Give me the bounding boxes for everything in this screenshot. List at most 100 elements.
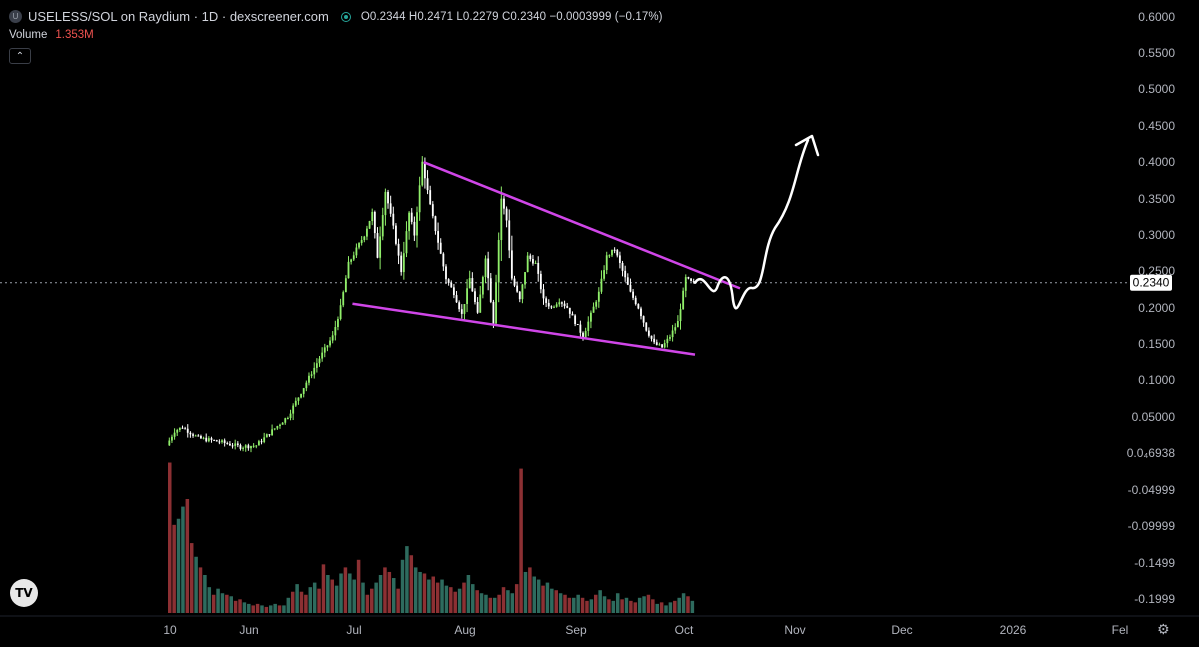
candle-body bbox=[647, 330, 650, 336]
y-axis-tick-label: 0.4000 bbox=[1138, 155, 1175, 169]
candle-body bbox=[582, 332, 584, 339]
volume-bar bbox=[282, 605, 286, 613]
volume-bar bbox=[589, 599, 594, 613]
candle-body bbox=[281, 422, 284, 425]
candle-body bbox=[434, 216, 437, 232]
volume-bar bbox=[422, 573, 427, 613]
candle-body bbox=[608, 255, 611, 257]
trendline-lower bbox=[352, 302, 696, 356]
candle-body bbox=[395, 225, 397, 244]
candle-body bbox=[471, 278, 474, 292]
volume-bar bbox=[233, 600, 238, 613]
candle-body bbox=[255, 445, 258, 447]
candle-body bbox=[173, 432, 176, 437]
x-axis-tick-label: Fel bbox=[1112, 623, 1129, 637]
y-axis-tick-label: -0.1499 bbox=[1134, 556, 1175, 570]
volume-bar bbox=[532, 576, 537, 613]
candle-body bbox=[568, 307, 571, 314]
candle-body bbox=[479, 294, 482, 313]
candle-body bbox=[513, 278, 516, 286]
volume-bar bbox=[286, 597, 291, 613]
y-axis-tick-label: 0.5000 bbox=[1138, 82, 1175, 96]
volume-bar bbox=[440, 579, 444, 613]
candle-body bbox=[202, 437, 205, 439]
candle-body bbox=[292, 405, 295, 414]
gear-icon[interactable]: ⚙ bbox=[1157, 621, 1170, 637]
candle-body bbox=[437, 231, 440, 243]
volume-bar bbox=[620, 599, 624, 613]
y-axis-tick-label: -0.04999 bbox=[1128, 483, 1176, 497]
volume-bar bbox=[343, 567, 348, 613]
candle-body bbox=[418, 185, 421, 213]
candle-body bbox=[192, 434, 194, 436]
candle-body bbox=[297, 397, 300, 401]
x-axis-tick-label: Oct bbox=[675, 623, 694, 637]
candle-body bbox=[671, 330, 674, 338]
candle-body bbox=[690, 278, 692, 282]
candle-body bbox=[455, 295, 458, 303]
candle-body bbox=[505, 208, 508, 221]
x-axis-tick-label: Jun bbox=[239, 623, 258, 637]
candle-body bbox=[231, 445, 234, 447]
candle-body bbox=[305, 382, 308, 389]
candle-body bbox=[194, 435, 197, 437]
candle-body bbox=[653, 338, 656, 343]
candle-body bbox=[576, 324, 579, 326]
candle-body bbox=[481, 277, 484, 295]
candle-body bbox=[279, 424, 281, 427]
candle-body bbox=[263, 437, 266, 443]
volume-bar bbox=[277, 605, 282, 613]
volume-bar bbox=[251, 605, 255, 613]
candle-body bbox=[584, 330, 587, 339]
volume-bar bbox=[550, 588, 554, 613]
volume-bar bbox=[514, 584, 519, 613]
candle-body bbox=[537, 262, 540, 274]
y-axis-tick-label: 0.0₄6938 bbox=[1127, 446, 1176, 460]
candle-body bbox=[268, 434, 271, 436]
candle-body bbox=[347, 261, 350, 279]
candle-body bbox=[352, 255, 355, 260]
candle-body bbox=[344, 278, 347, 293]
volume-legend: Volume 1.353M bbox=[9, 29, 94, 41]
volume-bar bbox=[686, 596, 690, 613]
volume-bar bbox=[339, 573, 343, 613]
volume-bar bbox=[488, 597, 493, 613]
candle-body bbox=[476, 301, 479, 313]
candle-body bbox=[387, 191, 389, 204]
volume-bar bbox=[576, 594, 580, 613]
volume-bar bbox=[435, 582, 440, 613]
candle-body bbox=[468, 278, 471, 289]
candle-body bbox=[373, 211, 376, 234]
volume-bar bbox=[185, 499, 190, 613]
x-axis-tick-label: Sep bbox=[565, 623, 587, 637]
candle-body bbox=[429, 190, 432, 205]
volume-bar bbox=[611, 600, 616, 613]
candle-body bbox=[458, 302, 461, 310]
candle-body bbox=[250, 446, 252, 449]
volume-bar bbox=[361, 582, 365, 613]
candle-body bbox=[408, 212, 411, 232]
volume-bar bbox=[299, 591, 304, 613]
candle-body bbox=[624, 270, 627, 278]
collapse-legend-button[interactable]: ⌃ bbox=[9, 48, 31, 64]
candle-body bbox=[547, 302, 550, 307]
candle-body bbox=[318, 358, 321, 364]
candle-body bbox=[350, 259, 353, 262]
candle-body bbox=[308, 375, 310, 383]
volume-bar bbox=[673, 600, 677, 613]
volume-bar bbox=[466, 575, 471, 613]
candle-body bbox=[331, 335, 334, 341]
candle-body bbox=[223, 440, 226, 443]
candle-body bbox=[574, 315, 577, 325]
tradingview-logo-icon[interactable]: TV bbox=[10, 579, 38, 607]
candle-body bbox=[687, 277, 690, 279]
x-axis-tick-label: 2026 bbox=[1000, 623, 1027, 637]
candle-body bbox=[518, 291, 521, 300]
volume-bar bbox=[655, 603, 659, 613]
y-axis-tick-label: -0.1999 bbox=[1134, 592, 1175, 606]
volume-bar bbox=[536, 579, 541, 613]
chart-title[interactable]: USELESS/SOL on Raydium · 1D · dexscreene… bbox=[28, 9, 329, 24]
candle-body bbox=[526, 255, 529, 273]
volume-bar bbox=[457, 588, 462, 613]
